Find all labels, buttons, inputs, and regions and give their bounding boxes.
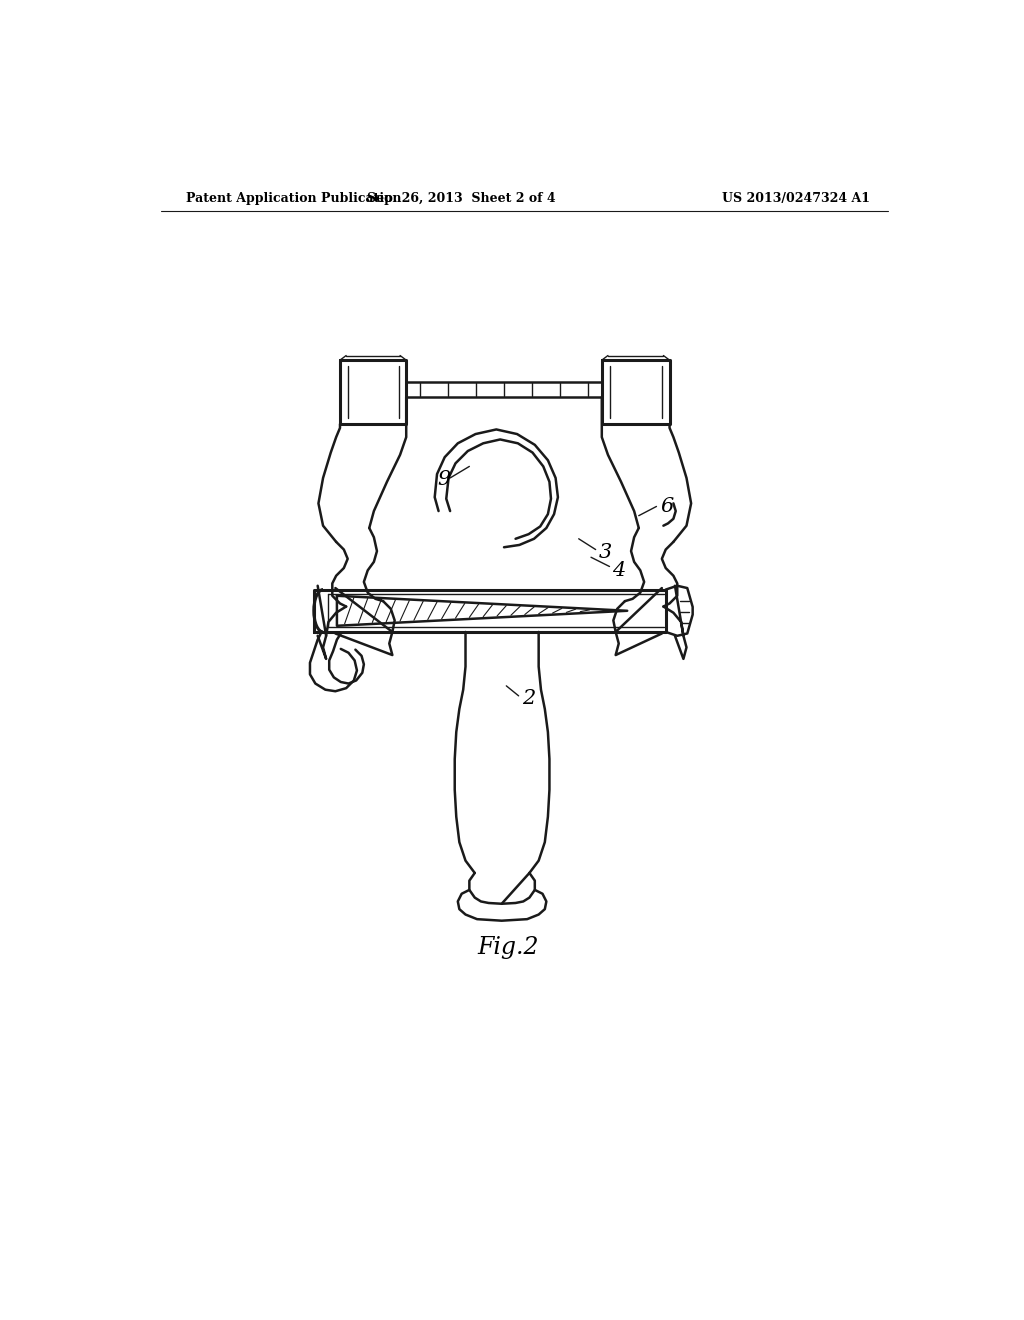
Text: 4: 4	[611, 561, 625, 579]
Text: 2: 2	[521, 689, 535, 709]
Text: 6: 6	[660, 496, 674, 516]
Text: US 2013/0247324 A1: US 2013/0247324 A1	[722, 191, 869, 205]
Text: 9: 9	[437, 470, 451, 488]
Text: 3: 3	[599, 543, 612, 562]
Text: Patent Application Publication: Patent Application Publication	[186, 191, 401, 205]
Text: Fig.2: Fig.2	[477, 936, 539, 960]
Text: Sep. 26, 2013  Sheet 2 of 4: Sep. 26, 2013 Sheet 2 of 4	[368, 191, 556, 205]
